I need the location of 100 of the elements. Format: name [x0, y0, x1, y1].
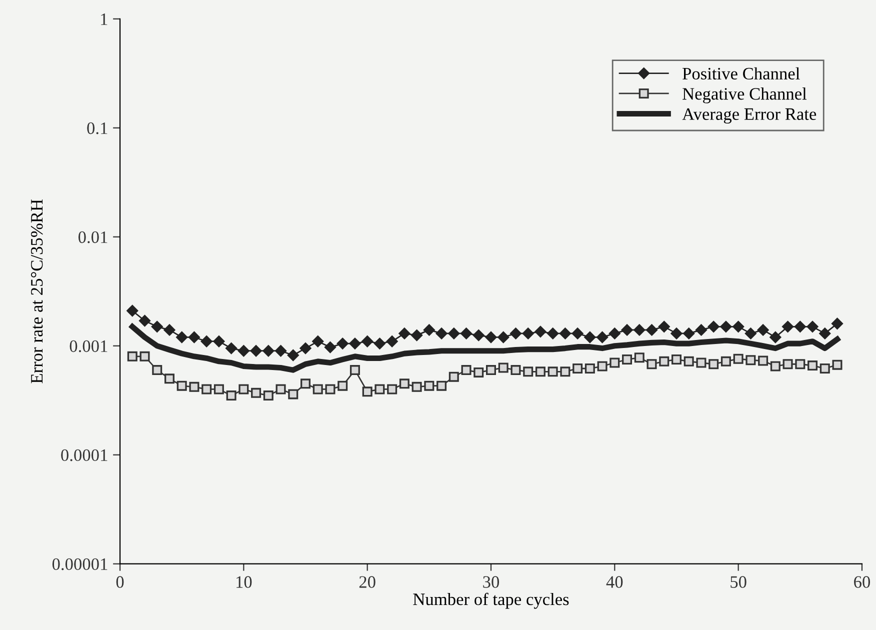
point	[596, 331, 608, 343]
point	[708, 359, 719, 370]
point	[374, 384, 385, 394]
point	[708, 320, 720, 332]
point	[287, 350, 299, 362]
point	[560, 366, 570, 377]
x-tick-label: 30	[483, 576, 500, 588]
point	[386, 336, 398, 348]
point	[794, 320, 806, 332]
point	[744, 328, 756, 340]
point	[226, 390, 236, 401]
point	[276, 384, 286, 394]
point	[608, 328, 620, 340]
point	[683, 328, 695, 340]
point	[324, 342, 336, 354]
point	[325, 384, 336, 394]
point	[152, 365, 162, 376]
point	[164, 324, 176, 336]
point	[757, 324, 769, 336]
point	[213, 336, 225, 348]
point	[350, 365, 360, 376]
point	[188, 331, 200, 343]
y-tick-label: 0.01	[78, 231, 108, 244]
point	[164, 374, 174, 384]
y-axis-title: Error rate at 25°C/35%RH	[30, 199, 43, 384]
point	[832, 360, 842, 370]
point	[139, 315, 150, 326]
point	[412, 382, 422, 392]
point	[374, 338, 386, 350]
point	[782, 359, 793, 370]
point	[423, 324, 435, 336]
point	[411, 330, 423, 342]
point	[387, 384, 398, 394]
point	[399, 378, 410, 389]
point	[819, 328, 831, 340]
point	[151, 320, 163, 332]
point	[634, 324, 646, 336]
point	[176, 331, 188, 343]
point	[746, 355, 756, 366]
point	[634, 352, 644, 363]
y-tick-label: 0.001	[70, 340, 108, 352]
y-tick-label: 1	[101, 13, 108, 25]
point	[448, 328, 460, 340]
point	[572, 363, 583, 374]
point	[251, 388, 262, 398]
point	[448, 372, 459, 382]
point	[263, 390, 274, 401]
point	[472, 330, 484, 342]
point	[621, 324, 633, 336]
point	[733, 354, 744, 364]
y-tick-label: 0.1	[87, 122, 108, 134]
y-tick-label: 0.0001	[61, 449, 108, 462]
point	[510, 365, 521, 376]
point	[288, 389, 298, 400]
point	[510, 328, 522, 340]
legend-label: Negative Channel	[682, 88, 807, 104]
point	[200, 336, 212, 348]
point	[732, 320, 744, 332]
point	[300, 378, 311, 389]
point	[695, 324, 707, 336]
point	[485, 331, 497, 343]
point	[534, 326, 546, 338]
point	[548, 366, 558, 377]
point	[671, 354, 682, 364]
point	[610, 358, 620, 368]
point	[460, 328, 472, 340]
point	[474, 367, 484, 378]
point	[202, 384, 212, 394]
point	[770, 361, 780, 372]
point	[559, 328, 571, 340]
point	[684, 356, 694, 366]
point	[806, 320, 818, 332]
point	[436, 328, 448, 340]
x-tick-label: 10	[236, 576, 252, 588]
x-tick-label: 60	[854, 576, 870, 588]
point	[362, 386, 372, 397]
point	[214, 384, 224, 394]
point	[461, 365, 472, 376]
point	[758, 356, 768, 366]
y-tick-label: 0.00001	[52, 558, 108, 570]
point	[312, 336, 324, 348]
x-tick-label: 0	[116, 576, 124, 588]
point	[127, 351, 138, 362]
point	[659, 356, 670, 366]
point	[572, 328, 584, 340]
point	[522, 328, 534, 340]
point	[770, 331, 782, 343]
point	[720, 320, 732, 332]
point	[362, 336, 374, 348]
point	[646, 324, 658, 336]
point	[658, 320, 670, 332]
x-tick-label: 20	[359, 576, 376, 588]
point	[126, 305, 138, 316]
point	[300, 342, 312, 354]
point	[832, 318, 843, 330]
point	[312, 384, 323, 394]
point	[140, 351, 150, 362]
point	[238, 345, 250, 357]
point	[189, 382, 200, 392]
point	[349, 338, 361, 350]
